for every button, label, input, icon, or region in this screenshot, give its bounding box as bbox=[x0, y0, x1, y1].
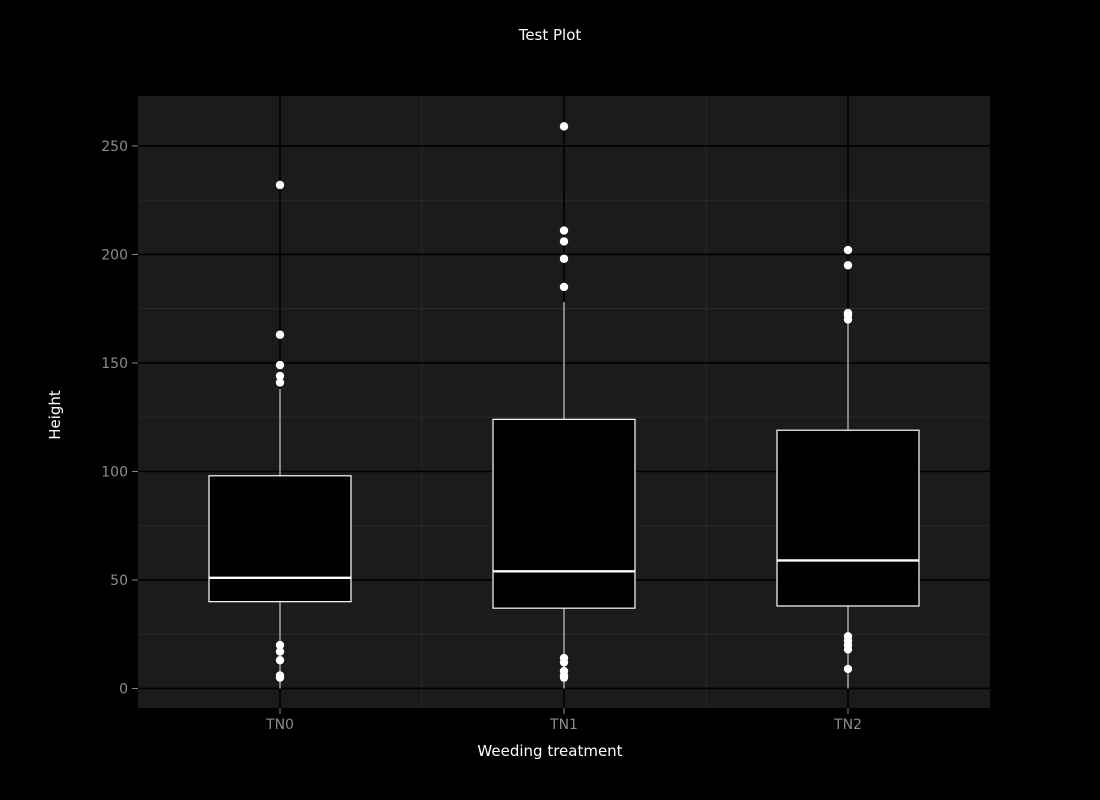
y-tick-label: 200 bbox=[101, 247, 128, 263]
x-tick-label: TN0 bbox=[265, 717, 294, 733]
outlier-point bbox=[275, 378, 285, 387]
y-tick-label: 100 bbox=[101, 464, 128, 480]
outlier-point bbox=[843, 261, 853, 270]
x-tick-label: TN2 bbox=[833, 717, 862, 733]
outlier-point bbox=[275, 673, 285, 682]
outlier-point bbox=[843, 645, 853, 654]
x-axis-label: Weeding treatment bbox=[477, 742, 622, 760]
x-tick-label: TN1 bbox=[549, 717, 578, 733]
outlier-point bbox=[843, 245, 853, 255]
box-iqr bbox=[208, 475, 352, 603]
outlier-point bbox=[559, 658, 569, 667]
outlier-point bbox=[275, 180, 285, 190]
box-tn0 bbox=[208, 388, 352, 689]
outlier-point bbox=[275, 371, 285, 381]
outlier-point bbox=[559, 122, 569, 131]
outlier-point bbox=[275, 647, 285, 656]
y-tick-label: 250 bbox=[101, 139, 128, 155]
box-tn1 bbox=[492, 302, 636, 689]
box-iqr bbox=[492, 418, 636, 609]
y-tick-label: 0 bbox=[119, 681, 128, 697]
outlier-point bbox=[843, 315, 853, 324]
outlier-points bbox=[275, 122, 853, 682]
axes: 0 50 100 150 200 250 TN0 TN1 TN2 bbox=[101, 139, 862, 733]
chart-title: Test Plot bbox=[518, 26, 582, 44]
outlier-point bbox=[559, 673, 569, 682]
outlier-point bbox=[559, 226, 569, 235]
outlier-point bbox=[275, 330, 285, 339]
boxes bbox=[208, 302, 920, 689]
y-tick-label: 150 bbox=[101, 356, 128, 372]
outlier-point bbox=[843, 664, 853, 674]
outlier-point bbox=[559, 254, 569, 263]
box-tn2 bbox=[776, 321, 920, 689]
outlier-point bbox=[275, 656, 285, 665]
box-iqr bbox=[776, 429, 920, 607]
outlier-point bbox=[275, 360, 285, 370]
outlier-point bbox=[559, 237, 569, 246]
outlier-point bbox=[559, 282, 569, 292]
y-axis-label: Height bbox=[46, 390, 64, 440]
y-tick-label: 50 bbox=[110, 573, 128, 589]
outlier-point bbox=[275, 640, 285, 650]
